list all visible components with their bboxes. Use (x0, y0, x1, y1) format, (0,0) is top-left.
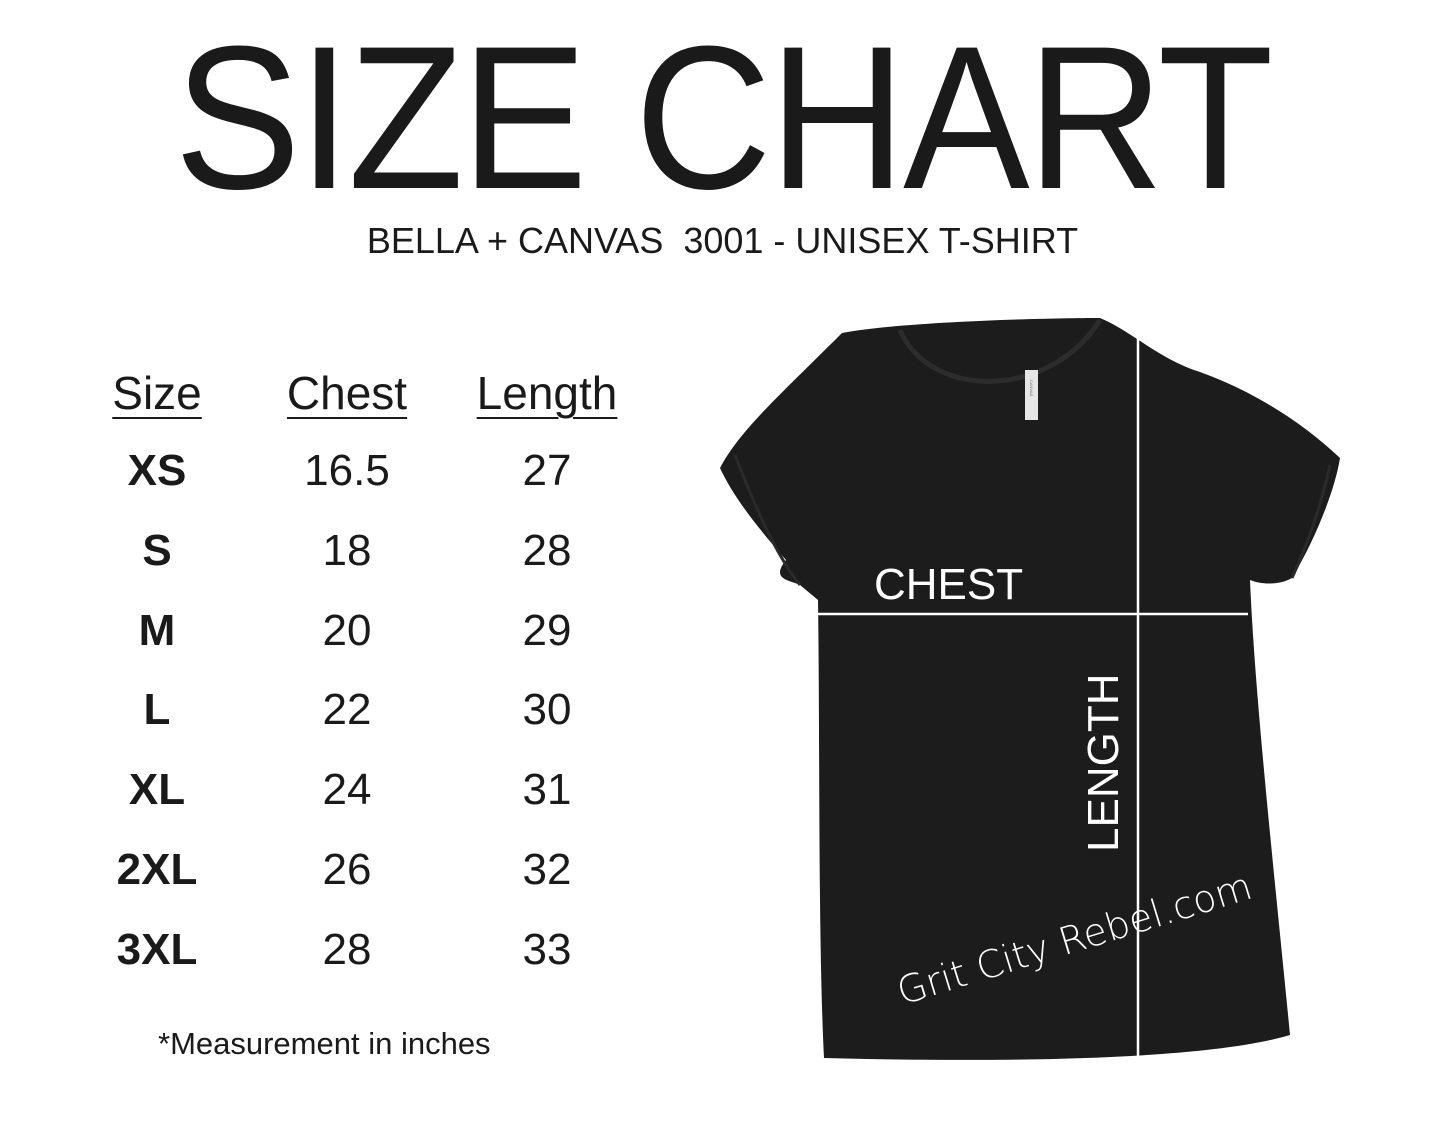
cell-size: S (142, 525, 172, 575)
cell-chest: 18 (322, 525, 372, 575)
cell-size: L (143, 685, 171, 735)
column-header-size: Size (112, 367, 202, 419)
cell-size: 2XL (116, 845, 198, 894)
cell-chest: 22 (322, 685, 372, 735)
chest-label: CHEST (874, 560, 1023, 609)
cell-chest: 28 (322, 924, 372, 974)
cell-length: 27 (522, 446, 572, 495)
cell-chest: 24 (322, 765, 372, 815)
product-subtitle: BELLA + CANVAS 3001 - UNISEX T-SHIRT (366, 220, 1079, 261)
cell-length: 29 (522, 605, 572, 655)
cell-length: 31 (522, 765, 572, 815)
cell-length: 28 (522, 525, 572, 575)
cell-length: 33 (522, 924, 572, 974)
page-title: SIZE CHART (174, 4, 1273, 232)
column-header-length: Length (476, 367, 618, 419)
cell-chest: 16.5 (304, 446, 390, 495)
cell-size: 3XL (116, 924, 198, 974)
collar (897, 318, 1103, 384)
footnote: *Measurement in inches (158, 1026, 491, 1061)
cell-size: XS (127, 446, 187, 495)
neck-tag (1025, 370, 1038, 420)
left-sleeve-cuff (733, 454, 802, 586)
column-header-chest: Chest (286, 367, 408, 419)
cell-chest: 20 (322, 605, 372, 655)
neck-tag-text: CANVAS (1029, 380, 1034, 396)
cell-size: M (138, 605, 176, 655)
cell-length: 32 (522, 845, 572, 894)
cell-length: 30 (522, 685, 572, 735)
right-sleeve-cuff (1290, 464, 1332, 579)
cell-chest: 26 (322, 845, 372, 894)
tshirt-shape (720, 318, 1340, 1060)
cell-size: XL (128, 765, 186, 815)
length-label: LENGTH (1079, 674, 1128, 852)
